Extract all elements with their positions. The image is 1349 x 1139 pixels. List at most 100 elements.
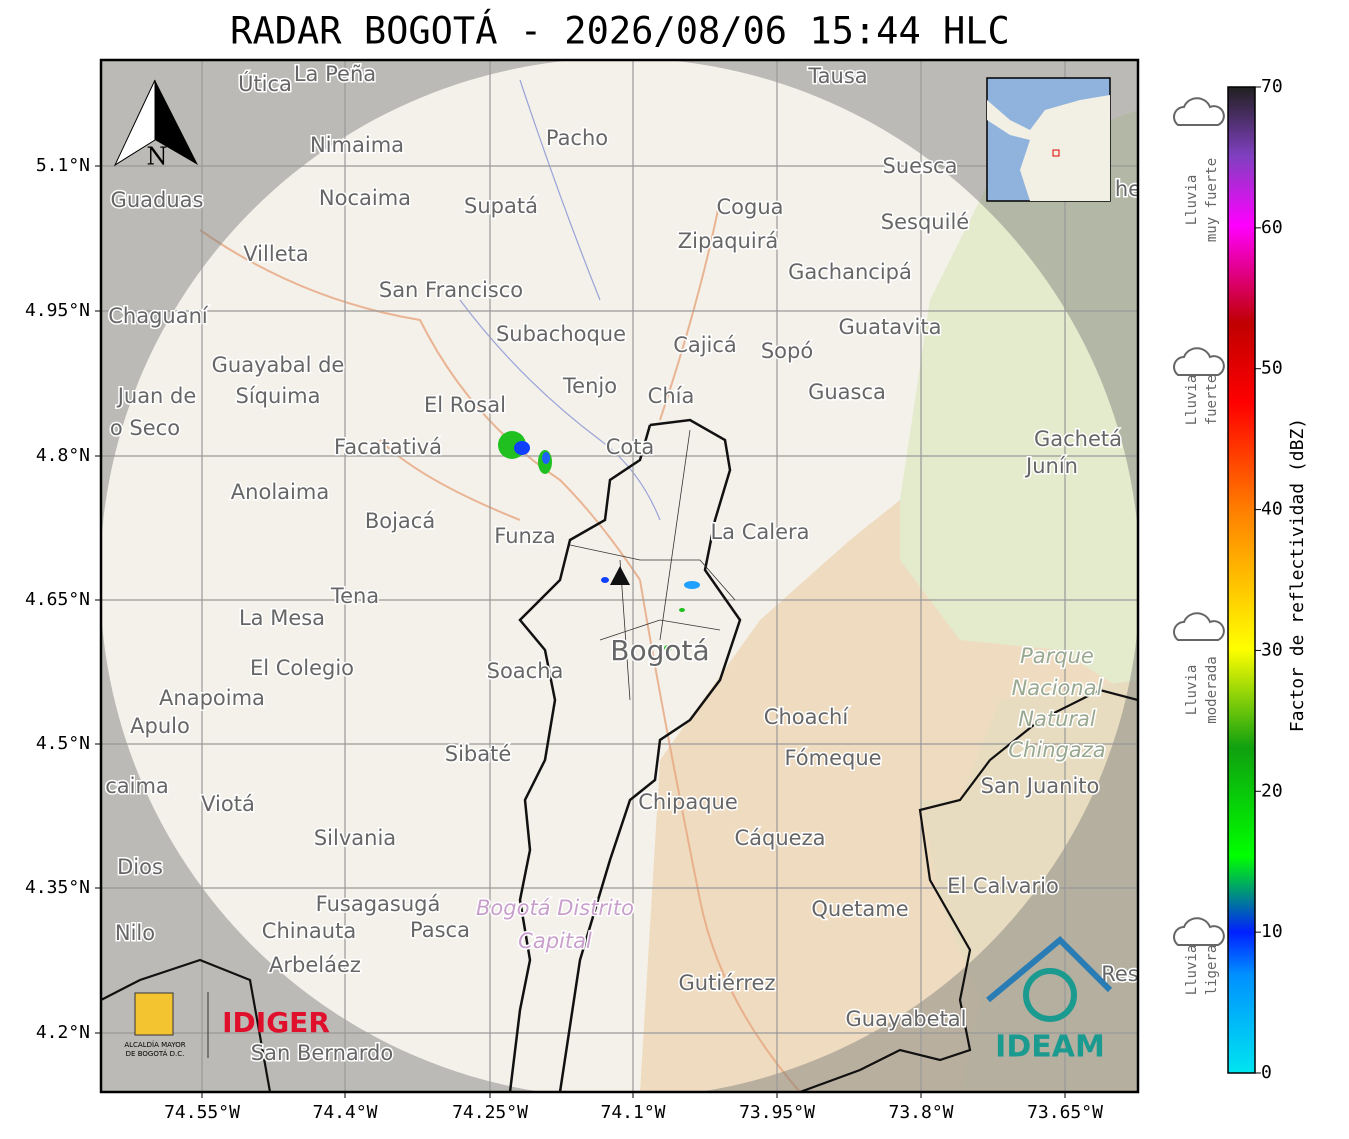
place-label: Chipaque — [638, 790, 738, 814]
place-label: Juan de — [116, 384, 197, 408]
place-label: El Rosal — [424, 393, 506, 417]
colorbar-tick-label: 20 — [1261, 780, 1283, 801]
lon-tick-label: 74.1°W — [600, 1102, 665, 1123]
place-label: Guatavita — [839, 315, 942, 339]
place-label: Zipaquirá — [678, 229, 778, 253]
place-label: Cáqueza — [735, 826, 826, 850]
place-label: Funza — [494, 524, 555, 548]
place-label: Apulo — [130, 714, 190, 738]
place-label: Tena — [330, 584, 379, 608]
cloud-icon — [1173, 612, 1225, 641]
place-label: Tenjo — [562, 374, 617, 398]
alcaldia-text: ALCALDÍA MAYOR — [124, 1040, 185, 1049]
north-label: N — [147, 143, 168, 171]
place-label: Chía — [648, 384, 695, 408]
place-label: Sesquilé — [881, 210, 969, 234]
cloud-icon — [1173, 347, 1225, 376]
place-label: Villeta — [243, 242, 308, 266]
place-label: Bogotá — [610, 634, 709, 667]
legend-text: Lluvia — [1184, 945, 1200, 996]
place-label: Anolaima — [231, 480, 329, 504]
place-label: Cogua — [716, 195, 783, 219]
legend-item: Lluvia muy fuerte — [1173, 97, 1225, 242]
legend-item: Lluvia ligera — [1173, 917, 1225, 996]
lat-tick-label: 4.35°N — [25, 877, 90, 898]
map: Útica La Peña Tausa Pacho Nimaima Guaduas Noca… — [101, 60, 1141, 1092]
colorbar-label: Factor de reflectividad (dBZ) — [1287, 418, 1308, 732]
lon-tick-label: 73.95°W — [739, 1102, 815, 1123]
alcaldia-text: DE BOGOTÁ D.C. — [126, 1049, 185, 1058]
place-label: Fómeque — [784, 746, 881, 770]
place-label: o Seco — [110, 416, 180, 440]
place-label: Gachancipá — [788, 260, 912, 284]
ideam-text: IDEAM — [995, 1030, 1105, 1065]
place-label: Gachetá — [1034, 427, 1122, 451]
legend-item: Lluvia fuerte — [1173, 347, 1225, 426]
place-label: he — [1115, 177, 1141, 201]
place-label: Guaduas — [111, 188, 204, 212]
place-label: Útica — [238, 71, 292, 96]
place-label: Guayabetal — [846, 1007, 967, 1031]
colorbar-tick-label: 60 — [1261, 217, 1283, 238]
cloud-icon — [1173, 97, 1225, 126]
district-label: Bogotá Distrito — [476, 896, 634, 920]
place-label: Guasca — [808, 380, 886, 404]
place-label: Junín — [1024, 454, 1078, 478]
lon-tick-label: 73.65°W — [1027, 1102, 1103, 1123]
lon-tick-label: 74.4°W — [312, 1102, 377, 1123]
place-label: Nocaima — [319, 186, 411, 210]
legend-text: ligera — [1204, 945, 1220, 996]
place-label: Guayabal de — [212, 353, 345, 377]
radar-echoes — [498, 431, 700, 651]
place-label: Viotá — [201, 792, 255, 816]
lon-tick-label: 74.25°W — [452, 1102, 528, 1123]
place-label: Suesca — [883, 154, 958, 178]
inset-map — [986, 77, 1111, 202]
place-label: La Mesa — [239, 606, 325, 630]
place-label: Sibaté — [445, 742, 512, 766]
place-label: La Peña — [294, 62, 376, 86]
colorbar-tick-label: 30 — [1261, 639, 1283, 660]
compass: N — [113, 79, 198, 171]
lat-tick-label: 4.65°N — [25, 589, 90, 610]
place-label: Fusagasugá — [316, 892, 441, 916]
place-label: Supatá — [464, 194, 538, 218]
district-label: Capital — [518, 929, 592, 953]
place-label: Nilo — [115, 921, 155, 945]
legend-text: muy fuerte — [1204, 158, 1220, 242]
legend-text: fuerte — [1204, 375, 1220, 426]
colorbar-tick-label: 0 — [1261, 1062, 1272, 1083]
place-label: El Calvario — [947, 874, 1059, 898]
place-label: Tausa — [807, 64, 867, 88]
place-label: caima — [105, 774, 169, 798]
lat-tick-label: 4.2°N — [36, 1022, 90, 1043]
place-label: Bojacá — [365, 509, 435, 533]
lat-tick-label: 4.5°N — [36, 733, 90, 754]
place-label: Arbeláez — [269, 953, 361, 977]
legend-text: Lluvia — [1184, 375, 1200, 426]
place-label: San Francisco — [379, 278, 523, 302]
lat-tick-label: 4.95°N — [25, 300, 90, 321]
colorbar-tick-label: 10 — [1261, 921, 1283, 942]
alcaldia-logo: ALCALDÍA MAYOR DE BOGOTÁ D.C. IDIGER — [124, 992, 330, 1058]
colorbar-tick-label: 40 — [1261, 499, 1283, 520]
place-label: Gutiérrez — [679, 971, 776, 995]
title: RADAR BOGOTÁ - 2026/08/06 15:44 HLC — [230, 9, 1010, 53]
place-label: La Calera — [710, 520, 809, 544]
place-label: San Juanito — [981, 774, 1100, 798]
lon-tick-label: 74.55°W — [164, 1102, 240, 1123]
legend-text: moderada — [1204, 656, 1220, 723]
lon-tick-label: 73.8°W — [888, 1102, 953, 1123]
park-label: Natural — [1018, 707, 1096, 731]
place-label: El Colegio — [250, 656, 354, 680]
legend-text: Lluvia — [1184, 175, 1200, 226]
place-label: Cota — [606, 435, 655, 459]
colorbar-tick-label: 70 — [1261, 76, 1283, 97]
park-label: Nacional — [1012, 676, 1103, 700]
place-label: Sopó — [761, 339, 813, 363]
place-label: Pacho — [546, 126, 608, 150]
legend-text: Lluvia — [1184, 665, 1200, 716]
place-label: Chaguaní — [108, 304, 209, 328]
place-label: Silvania — [314, 826, 396, 850]
place-label: Subachoque — [496, 322, 626, 346]
